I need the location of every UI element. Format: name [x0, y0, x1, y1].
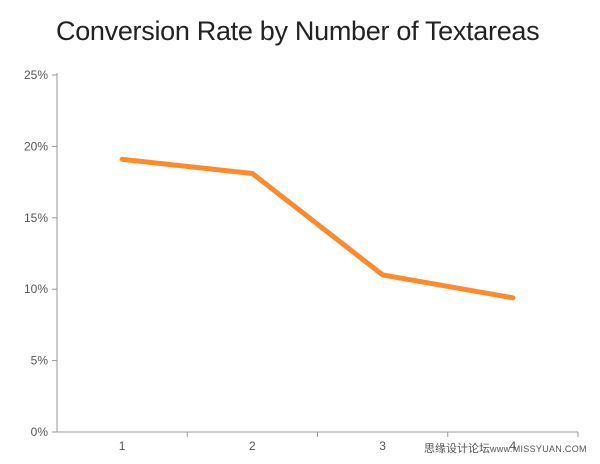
watermark: 思缘设计论坛www.MISSYUAN.COM — [424, 440, 587, 456]
y-tick-label: 5% — [31, 354, 49, 368]
axes — [56, 73, 578, 433]
y-tick-label: 25% — [24, 68, 48, 82]
y-tick-label: 20% — [24, 139, 48, 153]
watermark-url: www.MISSYUAN.COM — [490, 444, 587, 454]
y-tick-label: 15% — [24, 211, 48, 225]
watermark-text: 思缘设计论坛 — [424, 443, 490, 455]
x-tick-label: 3 — [379, 439, 386, 453]
x-tick-label: 2 — [249, 439, 256, 453]
series-line — [119, 156, 516, 301]
x-tick-label: 4 — [510, 439, 517, 453]
y-tick-label: 10% — [24, 282, 48, 296]
x-tick-label: 1 — [119, 439, 126, 453]
chart-title: Conversion Rate by Number of Textareas — [56, 16, 540, 46]
x-axis-ticks: 1 2 3 4 — [119, 432, 579, 453]
y-axis-ticks: 0% 5% 10% 15% 20% 25% — [24, 68, 57, 439]
series — [119, 156, 516, 301]
y-tick-label: 0% — [31, 425, 49, 439]
